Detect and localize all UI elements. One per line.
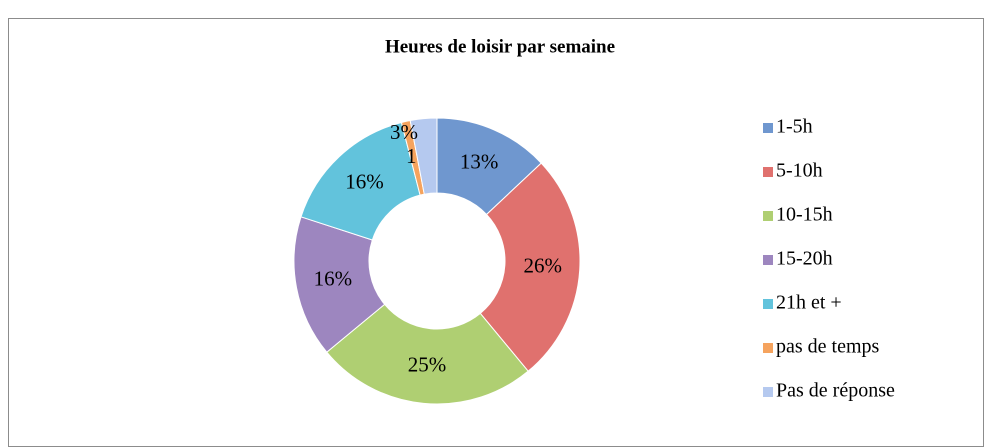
legend-swatch xyxy=(763,211,773,221)
data-label: 13% xyxy=(460,150,499,174)
slice xyxy=(326,303,529,405)
slice xyxy=(479,162,581,372)
data-label: 3% xyxy=(390,120,418,144)
data-label: 16% xyxy=(345,170,384,194)
chart-title: Heures de loisir par semaine xyxy=(385,36,615,57)
legend-label: 1-5h xyxy=(776,116,813,138)
slice xyxy=(300,121,421,241)
legend-swatch xyxy=(763,123,773,133)
legend-label: 10-15h xyxy=(776,204,833,226)
data-label: 25% xyxy=(408,352,447,376)
legend-swatch xyxy=(763,343,773,353)
legend-swatch xyxy=(763,167,773,177)
legend-label: pas de temps xyxy=(776,336,880,358)
legend-label: 21h et + xyxy=(776,292,842,314)
legend-label: 5-10h xyxy=(776,160,823,182)
legend-swatch xyxy=(763,387,773,397)
legend-swatch xyxy=(763,299,773,309)
slice xyxy=(293,216,386,353)
data-label: 16% xyxy=(314,267,353,291)
data-label: 26% xyxy=(524,253,563,277)
slice xyxy=(409,117,438,195)
legend-swatch xyxy=(763,255,773,265)
legend-label: Pas de réponse xyxy=(776,380,895,402)
legend-label: 15-20h xyxy=(776,248,833,270)
